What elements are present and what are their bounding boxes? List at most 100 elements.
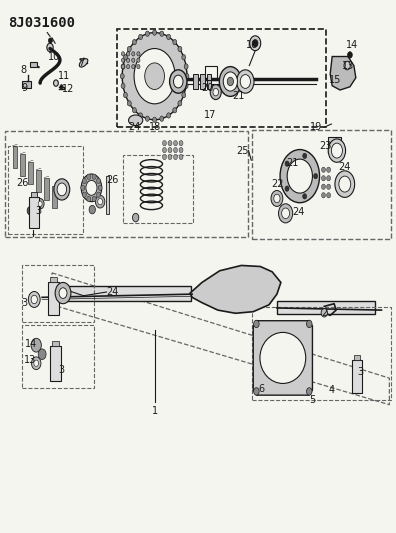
Circle shape [60, 85, 63, 89]
Circle shape [168, 141, 172, 146]
Polygon shape [190, 265, 281, 313]
Circle shape [134, 49, 175, 104]
Circle shape [250, 36, 261, 51]
Circle shape [178, 46, 182, 52]
Circle shape [87, 196, 91, 201]
Circle shape [167, 113, 171, 118]
Circle shape [307, 387, 312, 395]
Circle shape [139, 34, 143, 39]
Circle shape [348, 52, 352, 58]
Text: 18: 18 [148, 122, 161, 132]
Circle shape [240, 75, 251, 88]
Circle shape [132, 58, 135, 62]
Circle shape [92, 196, 96, 201]
Text: 10: 10 [48, 52, 60, 61]
Circle shape [328, 139, 346, 163]
Circle shape [31, 357, 41, 369]
Circle shape [322, 192, 326, 198]
Polygon shape [330, 56, 356, 90]
Bar [352, 360, 362, 393]
Text: 8: 8 [21, 65, 27, 75]
Circle shape [173, 75, 183, 88]
Circle shape [173, 108, 177, 113]
Text: 25: 25 [236, 146, 248, 156]
Circle shape [322, 175, 326, 181]
Circle shape [210, 85, 221, 100]
Circle shape [54, 179, 70, 200]
Circle shape [122, 52, 125, 56]
Circle shape [167, 34, 171, 39]
Circle shape [137, 58, 140, 62]
Circle shape [179, 155, 183, 160]
Circle shape [98, 198, 103, 205]
Bar [6, 131, 248, 237]
Circle shape [339, 176, 351, 192]
Circle shape [179, 148, 183, 153]
Circle shape [122, 64, 125, 69]
Bar [123, 155, 193, 223]
Circle shape [152, 117, 156, 123]
Circle shape [173, 39, 177, 45]
Circle shape [303, 193, 307, 199]
Circle shape [184, 64, 188, 69]
Text: 26: 26 [16, 177, 29, 188]
Circle shape [254, 320, 259, 328]
Text: 4: 4 [328, 385, 335, 395]
Text: 17: 17 [204, 110, 216, 120]
Text: 3: 3 [358, 367, 364, 377]
Circle shape [82, 192, 86, 197]
Text: 23: 23 [319, 141, 331, 151]
Bar [253, 308, 391, 400]
Bar [31, 192, 37, 197]
Circle shape [179, 141, 183, 146]
Circle shape [59, 288, 67, 298]
Bar [253, 130, 391, 239]
Text: 15: 15 [329, 76, 341, 85]
Text: 6: 6 [258, 384, 264, 394]
Circle shape [327, 175, 331, 181]
Bar [48, 282, 59, 316]
Circle shape [132, 64, 135, 69]
Circle shape [128, 46, 131, 52]
Bar [107, 176, 109, 214]
Circle shape [145, 116, 149, 122]
Bar [50, 346, 61, 381]
Bar [29, 197, 39, 228]
Circle shape [124, 54, 128, 60]
Polygon shape [253, 321, 312, 395]
Circle shape [169, 70, 187, 93]
Circle shape [29, 292, 40, 308]
Bar [50, 277, 57, 282]
Circle shape [162, 155, 166, 160]
Circle shape [303, 154, 307, 158]
Text: 14: 14 [346, 41, 358, 50]
Circle shape [162, 141, 166, 146]
Text: 7: 7 [78, 59, 85, 68]
Circle shape [98, 185, 102, 190]
Text: 1: 1 [152, 406, 158, 416]
Text: 3: 3 [59, 365, 65, 375]
Circle shape [89, 205, 95, 214]
Circle shape [97, 179, 101, 183]
Circle shape [137, 64, 140, 69]
Bar [23, 325, 94, 387]
Text: 24: 24 [339, 161, 351, 172]
Circle shape [314, 173, 318, 179]
Bar [13, 146, 17, 168]
Bar [44, 177, 49, 200]
Circle shape [285, 186, 289, 191]
Circle shape [307, 320, 312, 328]
Text: 22: 22 [272, 179, 284, 189]
Text: 26: 26 [106, 175, 118, 185]
Text: 16: 16 [246, 41, 259, 50]
Circle shape [160, 31, 164, 36]
Bar [30, 62, 37, 67]
Circle shape [137, 52, 140, 56]
Circle shape [285, 161, 289, 166]
Text: 11: 11 [58, 71, 70, 81]
Text: 24: 24 [106, 287, 118, 297]
Circle shape [168, 148, 172, 153]
Text: 14: 14 [25, 338, 38, 349]
Circle shape [344, 61, 350, 70]
Text: 8J031600: 8J031600 [9, 15, 76, 29]
